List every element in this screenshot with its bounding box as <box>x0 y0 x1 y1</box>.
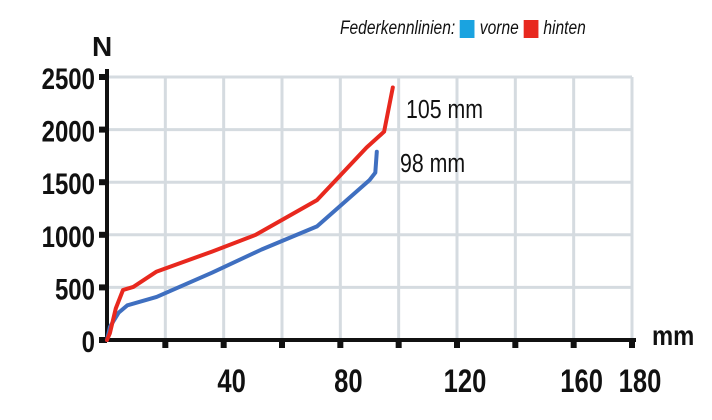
x-tick-label: 160 <box>560 364 603 399</box>
x-tick <box>512 340 519 348</box>
y-tick-label: 2000 <box>42 114 95 148</box>
y-tick <box>99 179 107 186</box>
y-tick <box>99 231 107 238</box>
y-tick <box>99 126 107 133</box>
x-tick <box>279 340 285 348</box>
x-tick <box>220 340 227 348</box>
x-tick <box>162 340 169 348</box>
legend-title: Federkennlinien: <box>340 18 456 39</box>
y-tick-label: 500 <box>55 272 95 306</box>
y-tick-label: 2500 <box>42 61 95 95</box>
x-tick-label: 180 <box>619 364 662 399</box>
legend-label-hinten: hinten <box>543 18 586 39</box>
y-tick <box>99 284 107 291</box>
x-tick <box>454 340 460 348</box>
x-tick-label: 80 <box>334 364 362 399</box>
y-tick <box>99 337 107 343</box>
y-tick <box>99 74 107 80</box>
x-tick-label: 40 <box>217 364 245 399</box>
y-tick-label: 1500 <box>42 167 95 201</box>
annotation-vorne: 98 mm <box>400 149 465 179</box>
y-tick-label: 0 <box>82 324 95 358</box>
x-tick <box>570 340 577 348</box>
legend-label-vorne: vorne <box>479 18 519 39</box>
legend-swatch-vorne <box>460 20 475 38</box>
legend-swatch-hinten <box>523 20 539 38</box>
x-tick <box>629 340 635 348</box>
x-tick <box>395 340 402 348</box>
x-tick <box>337 340 344 348</box>
series-line-hinten <box>105 85 395 342</box>
legend: Federkennlinien: vorne hinten <box>340 18 586 40</box>
x-tick-label: 120 <box>444 364 487 399</box>
x-axis-label: mm <box>652 319 694 351</box>
annotation-hinten: 105 mm <box>406 95 483 125</box>
y-axis-label: N <box>92 31 112 62</box>
y-tick-label: 1000 <box>42 219 95 253</box>
